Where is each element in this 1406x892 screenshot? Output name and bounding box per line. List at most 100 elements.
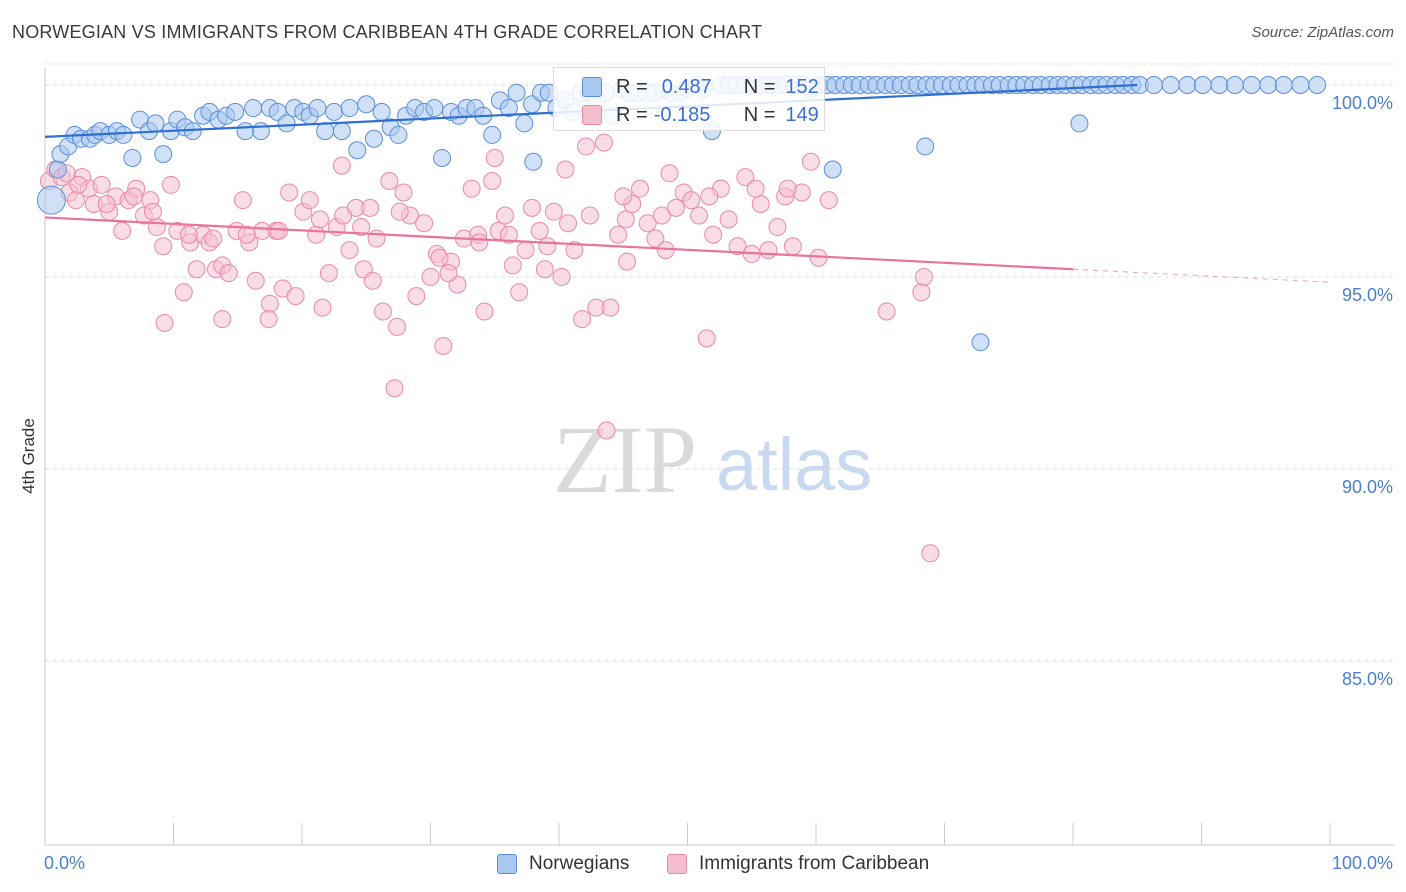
caribbean-point-51 <box>380 171 399 190</box>
caribbean-point-97 <box>704 225 723 244</box>
norwegian-point-138 <box>1178 76 1197 95</box>
caribbean-point-123 <box>155 314 174 332</box>
caribbean-point-135 <box>237 225 256 244</box>
caribbean-point-137 <box>310 210 329 229</box>
norwegian-point-58 <box>499 99 518 118</box>
caribbean-point-8 <box>92 175 111 194</box>
caribbean-point-115 <box>921 544 940 563</box>
caribbean-trend-extension <box>1072 268 1331 283</box>
norwegian-point-140 <box>1210 76 1229 95</box>
caribbean-point-29 <box>233 191 252 210</box>
caribbean-point-31 <box>246 271 265 290</box>
caribbean-point-56 <box>415 214 434 233</box>
caribbean-point-113 <box>912 283 931 302</box>
caribbean-point-63 <box>462 179 481 198</box>
norwegian-point-147 <box>823 160 842 179</box>
caribbean-point-45 <box>340 241 359 260</box>
norwegian-point-150 <box>971 333 990 352</box>
caribbean-point-17 <box>154 237 173 256</box>
caribbean-point-72 <box>523 198 542 217</box>
norwegian-point-27 <box>244 99 263 118</box>
caribbean-point-91 <box>660 164 679 183</box>
norwegian-point-1 <box>48 160 67 179</box>
legend-item-norwegian[interactable]: Norwegians <box>497 853 629 875</box>
caribbean-point-139 <box>390 202 409 221</box>
caribbean-point-76 <box>552 267 571 286</box>
norwegian-point-145 <box>1291 76 1310 95</box>
norwegian-point-144 <box>1274 76 1293 95</box>
caribbean-point-148 <box>614 187 633 206</box>
norwegian-point-45 <box>389 125 408 144</box>
caribbean-point-79 <box>573 310 592 329</box>
caribbean-point-66 <box>483 171 502 190</box>
norwegian-point-39 <box>340 99 359 118</box>
caribbean-point-124 <box>213 310 232 329</box>
norwegian-point-42 <box>364 129 383 148</box>
caribbean-point-131 <box>124 187 143 206</box>
caribbean-point-111 <box>819 191 838 210</box>
caribbean-point-133 <box>179 225 198 244</box>
x-tick-label-1: 100.0% <box>1332 853 1393 873</box>
caribbean-point-143 <box>535 260 554 279</box>
norwegian-n-label: N = <box>743 75 776 98</box>
norwegian-point-49 <box>425 99 444 118</box>
caribbean-point-142 <box>499 225 518 244</box>
caribbean-point-11 <box>113 221 132 240</box>
caribbean-point-50 <box>373 302 392 321</box>
caribbean-point-103 <box>751 195 770 214</box>
caribbean-point-84 <box>609 225 628 244</box>
caribbean-point-53 <box>394 183 413 202</box>
norwegian-r-value: 0.487 <box>661 75 712 98</box>
norwegian-point-143 <box>1259 76 1278 95</box>
caribbean-r-label: R = <box>616 103 648 126</box>
norwegian-point-26 <box>236 122 255 141</box>
stats-row-norwegian: R = 0.487 N = 152 <box>554 73 819 101</box>
norwegian-point-141 <box>1225 76 1244 95</box>
norwegian-point-136 <box>1144 76 1163 95</box>
caribbean-point-100 <box>728 237 747 256</box>
caribbean-point-147 <box>778 179 797 198</box>
caribbean-point-120 <box>576 137 595 156</box>
caribbean-point-90 <box>652 206 671 225</box>
caribbean-point-83 <box>601 298 620 317</box>
caribbean-point-75 <box>544 202 563 221</box>
caribbean-point-94 <box>682 191 701 210</box>
caribbean-point-119 <box>485 148 504 167</box>
norwegian-point-146 <box>1308 76 1327 95</box>
norwegian-point-59 <box>507 83 526 102</box>
caribbean-point-68 <box>496 206 515 225</box>
caribbean-trend-line <box>44 216 1074 271</box>
caribbean-point-18 <box>161 175 180 194</box>
legend-item-caribbean[interactable]: Immigrants from Caribbean <box>667 853 929 875</box>
caribbean-point-69 <box>503 256 522 275</box>
caribbean-point-41 <box>313 298 332 317</box>
caribbean-point-40 <box>307 225 326 244</box>
caribbean-point-134 <box>204 229 223 248</box>
caribbean-point-55 <box>407 287 426 306</box>
caribbean-point-85 <box>616 210 635 229</box>
norwegian-point-41 <box>357 95 376 114</box>
caribbean-point-65 <box>475 302 494 321</box>
norwegian-point-0 <box>36 185 66 215</box>
norwegian-point-36 <box>316 122 335 141</box>
x-tick-label-0: 0.0% <box>44 853 85 873</box>
grid-lines <box>45 63 1395 662</box>
norwegian-swatch <box>582 77 602 97</box>
caribbean-point-59 <box>434 337 453 356</box>
caribbean-point-104 <box>759 241 778 260</box>
caribbean-point-88 <box>638 214 657 233</box>
legend: Norwegians Immigrants from Caribbean <box>0 851 1406 879</box>
norwegian-point-31 <box>277 114 296 133</box>
caribbean-swatch <box>582 105 602 125</box>
caribbean-point-70 <box>510 283 529 302</box>
norwegian-point-137 <box>1161 76 1180 95</box>
caribbean-n-label: N = <box>743 103 776 126</box>
caribbean-point-138 <box>352 218 371 237</box>
norwegian-point-37 <box>325 102 344 121</box>
caribbean-point-122 <box>556 160 575 179</box>
caribbean-point-27 <box>219 264 238 283</box>
legend-caribbean-label: Immigrants from Caribbean <box>699 853 930 874</box>
norwegian-point-40 <box>348 141 367 160</box>
caribbean-point-87 <box>630 179 649 198</box>
legend-norwegian-swatch <box>497 854 517 874</box>
